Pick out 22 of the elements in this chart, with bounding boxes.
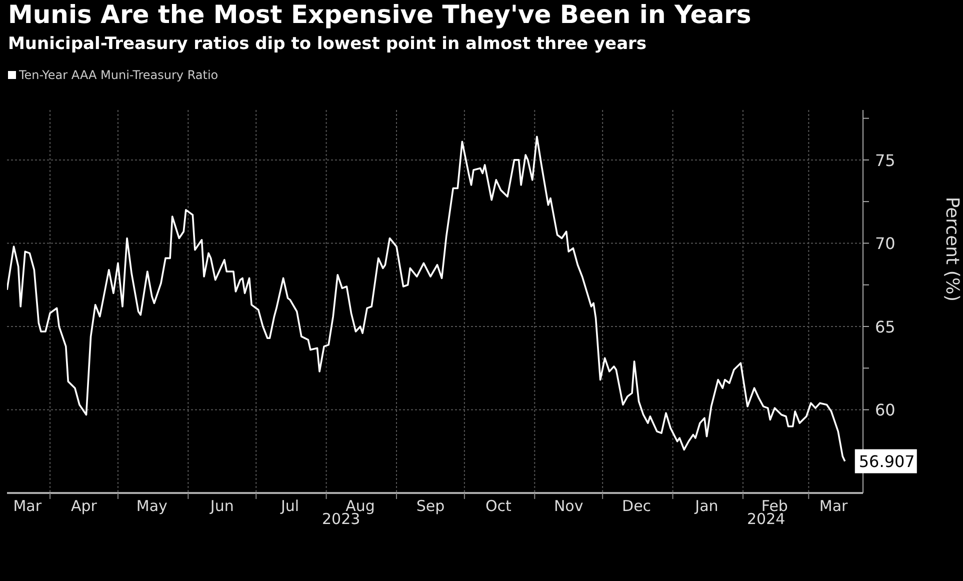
x-tick-label: Dec — [622, 497, 652, 515]
y-tick-label: 75 — [875, 150, 896, 170]
line-series — [7, 136, 846, 462]
y-tick-label: 65 — [875, 317, 896, 336]
legend-label: Ten-Year AAA Muni-Treasury Ratio — [19, 68, 218, 82]
text: 2024 — [747, 510, 786, 528]
annotation: 56.907 — [858, 452, 915, 472]
x-tick-label: Jan — [694, 497, 718, 515]
y-axis-title: Percent (%) — [942, 196, 963, 302]
chart-title: Munis Are the Most Expensive They've Been in Years — [8, 0, 752, 29]
x-tick-label: Mar — [13, 497, 42, 515]
x-tick-label: Oct — [485, 497, 512, 515]
chart-subtitle: Municipal-Treasury ratios dip to lowest point in almost three years — [8, 34, 647, 54]
y-tick-label: 60 — [875, 400, 896, 420]
x-tick-label: Sep — [416, 497, 445, 515]
x-tick-label: Mar — [819, 497, 849, 515]
x-tick-label: Jul — [280, 497, 300, 515]
x-tick-label: Apr — [71, 497, 98, 515]
x-tick-label: May — [136, 497, 168, 515]
x-tick-label: Nov — [554, 497, 584, 515]
x-tick-label: Jun — [209, 497, 234, 515]
y-tick-label: 70 — [875, 234, 896, 254]
